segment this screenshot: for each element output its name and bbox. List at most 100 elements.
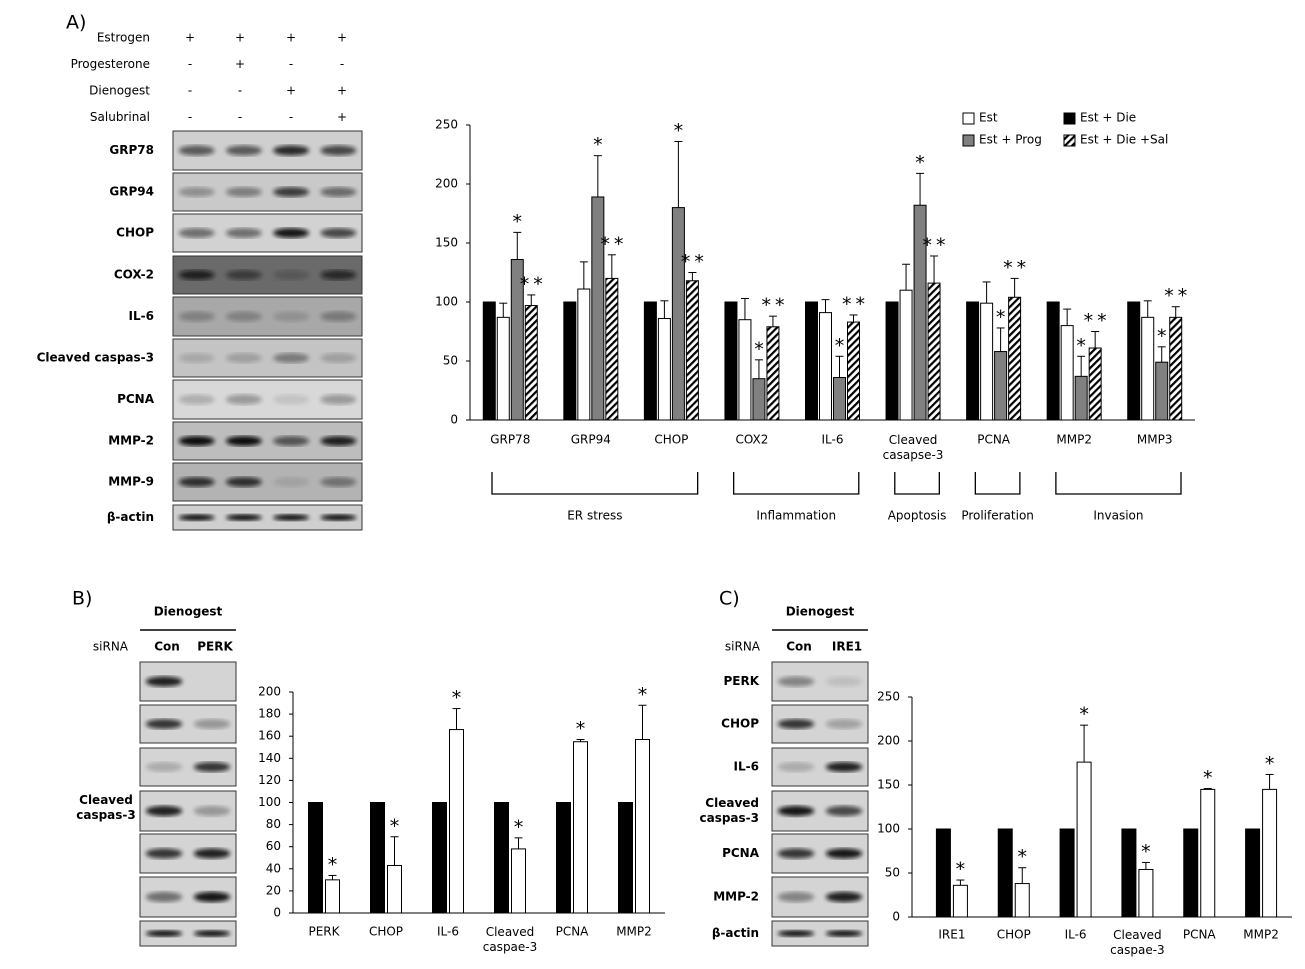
x-tick-label: Cleaved casapse-3	[883, 433, 944, 462]
bar	[657, 318, 671, 421]
y-tick-label: 60	[266, 839, 281, 853]
blot-band	[825, 848, 863, 859]
blot-band	[193, 848, 231, 859]
x-tick-label: IL-6	[437, 925, 459, 939]
group-bracket	[1055, 472, 1182, 495]
blot-band	[225, 311, 262, 322]
blot-band	[178, 353, 215, 363]
bar	[766, 326, 780, 421]
bar	[738, 319, 752, 421]
bar	[819, 312, 832, 421]
significance: *	[576, 718, 590, 740]
legend-label: Est	[979, 111, 998, 125]
blot-band	[825, 676, 863, 687]
blot-band	[178, 187, 215, 197]
bar	[605, 277, 619, 421]
panel-label: A)	[66, 12, 86, 34]
lane-label: Con	[154, 640, 180, 654]
blot-band	[777, 719, 815, 729]
blot-band	[225, 353, 262, 363]
legend-swatch	[1063, 134, 1076, 147]
blot-band	[273, 311, 310, 322]
blot-band	[193, 762, 231, 772]
bar	[1060, 325, 1074, 421]
y-tick-label: 100	[258, 795, 281, 809]
significance: *	[1079, 704, 1093, 726]
bar	[370, 802, 385, 914]
bar	[952, 884, 968, 918]
lane-label: IRE1	[832, 640, 862, 654]
bar	[833, 377, 846, 421]
blot-band	[320, 311, 357, 322]
blot-header: Dienogest	[154, 605, 223, 619]
bar	[618, 802, 633, 914]
y-tick-label: 20	[266, 883, 281, 897]
blot-row-label: Cleaved caspas-3	[37, 351, 154, 365]
x-tick-label: GRP78	[490, 433, 530, 447]
significance: *	[674, 120, 688, 142]
blot-band	[825, 891, 863, 903]
significance: *	[328, 854, 342, 876]
bar	[556, 802, 571, 914]
blot-band	[225, 394, 262, 405]
significance: **	[1084, 310, 1111, 332]
bar	[935, 828, 951, 918]
x-tick-label: PCNA	[556, 925, 590, 939]
bar	[1014, 883, 1030, 918]
treatment-label: Salubrinal	[90, 110, 150, 124]
x-tick-label: PCNA	[977, 433, 1011, 447]
treatment-sign: -	[289, 57, 293, 71]
blot-row-label: GRP94	[109, 185, 154, 199]
blot-band	[145, 805, 183, 817]
bar	[482, 301, 496, 421]
y-tick-label: 250	[435, 118, 458, 132]
bar	[1200, 788, 1216, 918]
y-tick-label: 0	[892, 910, 900, 924]
blot-band	[178, 477, 215, 487]
y-tick-label: 100	[435, 295, 458, 309]
x-tick-label: MMP2	[616, 925, 652, 939]
blot-row-label: CHOP	[721, 717, 759, 731]
blot-band	[145, 891, 183, 903]
blot-row-label: PERK	[723, 674, 759, 688]
bar	[1059, 828, 1075, 918]
treatment-sign: -	[289, 110, 293, 124]
blot-band	[825, 762, 863, 772]
y-tick-label: 50	[443, 354, 458, 368]
group-label: Invasion	[1093, 509, 1143, 523]
significance: *	[390, 815, 404, 837]
legend-label: Est + Prog	[979, 133, 1042, 147]
blot-band	[825, 805, 863, 817]
blot-band	[273, 436, 310, 446]
treatment-sign: -	[188, 110, 192, 124]
treatment-sign: +	[235, 31, 245, 45]
bar	[387, 864, 402, 914]
bar	[524, 305, 538, 421]
blot-band	[178, 270, 215, 280]
x-tick-label: GRP94	[571, 433, 611, 447]
blot-band	[273, 353, 310, 363]
y-tick-label: 0	[450, 413, 458, 427]
significance: **	[842, 293, 869, 315]
x-tick-label: IL-6	[1065, 928, 1087, 942]
blot-row-label: GRP78	[109, 143, 154, 157]
significance: **	[1003, 257, 1030, 279]
bar	[643, 301, 657, 421]
treatment-sign: +	[185, 31, 195, 45]
y-tick-label: 40	[266, 861, 281, 875]
bar	[1262, 788, 1278, 918]
blot-row-label: PCNA	[722, 846, 760, 860]
y-tick-label: 180	[258, 707, 281, 721]
blot-row-label: COX-2	[114, 268, 154, 282]
treatment-label: Estrogen	[97, 31, 150, 45]
blot-row-label: IL-6	[734, 760, 759, 774]
treatment-sign: +	[286, 84, 296, 98]
blot-band	[825, 719, 863, 729]
treatment-sign: +	[337, 31, 347, 45]
blot-band	[225, 436, 262, 446]
blot-header: Dienogest	[786, 605, 855, 619]
x-tick-label: CHOP	[369, 925, 403, 939]
bar	[635, 739, 650, 914]
treatment-sign: +	[337, 110, 347, 124]
